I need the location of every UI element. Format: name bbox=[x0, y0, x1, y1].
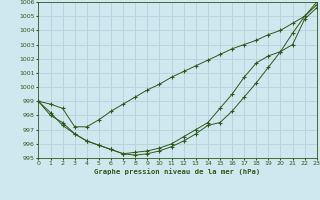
X-axis label: Graphe pression niveau de la mer (hPa): Graphe pression niveau de la mer (hPa) bbox=[94, 168, 261, 175]
